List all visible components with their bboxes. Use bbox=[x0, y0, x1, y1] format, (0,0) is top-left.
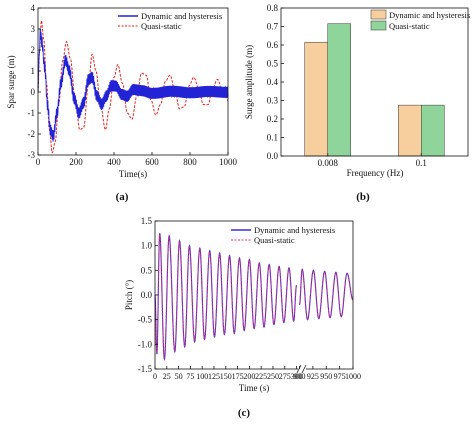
panel-b-bar bbox=[421, 104, 445, 157]
panel-b-bar bbox=[327, 23, 351, 157]
panel-a-legend: Dynamic and hysteresis Quasi-static bbox=[118, 11, 222, 31]
panel-b-x-ticks: 0.008 0.1 bbox=[318, 153, 427, 168]
panel-c-y-tick-label: 0.0 bbox=[141, 290, 153, 300]
panel-b-label: (b) bbox=[356, 191, 370, 203]
panel-a-x-ticks: 0 200 400 600 800 1000 bbox=[36, 152, 238, 167]
panel-c-x-tick-label: 175 bbox=[232, 372, 244, 381]
panel-a-legend-dynamic: Dynamic and hysteresis bbox=[141, 11, 222, 21]
panel-c-x-tick-label: 150 bbox=[220, 372, 232, 381]
panel-c-x-tick-label: 50 bbox=[175, 372, 183, 381]
panel-c-axis-break bbox=[296, 364, 307, 374]
panel-b-y-tick-label: 0.8 bbox=[267, 3, 279, 13]
panel-a-x-label: Time(s) bbox=[119, 169, 147, 179]
panel-a-x-tick-label: 400 bbox=[107, 157, 121, 167]
panel-a-y-tick-label: -3 bbox=[28, 150, 36, 160]
panel-b-y-tick-label: 0.0 bbox=[267, 151, 279, 161]
panel-a-frame bbox=[37, 7, 229, 156]
panel-c-y-tick-label: -1.0 bbox=[138, 339, 153, 349]
panel-c-y-ticks: -1.5 -1.0 -0.5 0.0 0.5 1.0 1.5 bbox=[138, 216, 158, 374]
panel-a-series-quasi-static bbox=[37, 20, 229, 154]
panel-a-y-tick-label: 2 bbox=[31, 45, 36, 55]
panel-c-x-tick-label: 200 bbox=[243, 372, 255, 381]
panel-b-legend: Dynamic and hysteresis Quasi-static bbox=[370, 9, 470, 31]
panel-c-legend-quasi: Quasi-static bbox=[254, 235, 295, 245]
panel-c-series-quasi-static bbox=[154, 233, 353, 360]
panel-c-legend-dynamic: Dynamic and hysteresis bbox=[254, 225, 335, 235]
panel-c-x-tick-label: 300 bbox=[291, 372, 303, 381]
panel-c-x-tick-label: 275 bbox=[279, 372, 291, 381]
panel-a-y-ticks: -3 -2 -1 0 1 2 3 4 bbox=[28, 3, 41, 160]
panel-b-bar bbox=[304, 41, 328, 157]
panel-a-y-tick-label: -1 bbox=[28, 108, 36, 118]
panel-a-x-tick-label: 200 bbox=[69, 157, 83, 167]
panel-c-y-tick-label: 0.5 bbox=[141, 265, 153, 275]
panel-a-label: (a) bbox=[116, 191, 129, 203]
panel-c-y-tick-label: 1.5 bbox=[141, 216, 153, 226]
panel-a-x-tick-label: 600 bbox=[145, 157, 159, 167]
panel-b-x-tick-label: 0.008 bbox=[318, 158, 339, 168]
panel-c-x-tick-label: 250 bbox=[267, 372, 279, 381]
panel-c-x-tick-label: 225 bbox=[255, 372, 267, 381]
panel-c-x-tick-label: 1000 bbox=[345, 372, 361, 381]
panel-a-y-label: Spar surge (m) bbox=[6, 55, 16, 108]
panel-b-y-tick-label: 0.7 bbox=[267, 22, 279, 32]
panel-a-x-tick-label: 0 bbox=[36, 157, 41, 167]
panel-a-legend-quasi: Quasi-static bbox=[141, 21, 182, 31]
panel-b: 0.008 0.1 0.0 0.1 0.2 0.3 0.4 0.5 0.6 0.7 0.8 Fre… bbox=[244, 3, 470, 203]
panel-b-x-tick-label: 0.1 bbox=[416, 158, 427, 168]
panel-c-x-tick-label: 25 bbox=[163, 372, 171, 381]
panel-c-x-tick-label: 925 bbox=[307, 372, 319, 381]
panel-a: 0 200 400 600 800 1000 -3 -2 -1 0 1 2 3 4 Time(s) Sp… bbox=[6, 3, 238, 203]
panel-c-x-tick-label: 975 bbox=[334, 372, 346, 381]
panel-b-y-tick-label: 0.6 bbox=[267, 40, 279, 50]
panel-c-y-label: Pitch (°) bbox=[124, 280, 134, 310]
panel-a-x-tick-label: 1000 bbox=[219, 157, 238, 167]
panel-a-y-tick-label: 3 bbox=[31, 24, 36, 34]
panel-c-label: (c) bbox=[238, 407, 251, 419]
panel-b-y-label: Surge amplitude (m) bbox=[244, 45, 254, 119]
panel-c-x-tick-label: 0 bbox=[153, 372, 157, 381]
panel-a-y-tick-label: 4 bbox=[31, 3, 36, 13]
panel-a-y-tick-label: 0 bbox=[31, 87, 36, 97]
panel-c-y-tick-label: 1.0 bbox=[141, 241, 153, 251]
panel-b-y-tick-label: 0.5 bbox=[267, 59, 279, 69]
panel-c-x-tick-label: 75 bbox=[186, 372, 194, 381]
panel-a-series-dynamic bbox=[37, 27, 229, 142]
panel-b-y-tick-label: 0.2 bbox=[267, 114, 278, 124]
panel-c-x-label: Time (s) bbox=[239, 383, 269, 393]
panel-a-plot-lines bbox=[37, 20, 229, 154]
panel-a-y-tick-label: -2 bbox=[28, 129, 36, 139]
panel-c-y-tick-label: -0.5 bbox=[138, 315, 153, 325]
panel-b-bars bbox=[304, 23, 445, 157]
panel-c-series-dynamic bbox=[154, 233, 354, 362]
panel-b-y-tick-label: 0.1 bbox=[267, 133, 278, 143]
panel-b-legend-swatch-dynamic bbox=[370, 9, 387, 20]
panel-c-x-tick-label: 125 bbox=[208, 372, 220, 381]
panel-c-x-tick-label: 950 bbox=[320, 372, 332, 381]
panel-b-legend-swatch-quasi bbox=[370, 20, 387, 31]
panel-b-legend-dynamic: Dynamic and hysteresis bbox=[389, 10, 470, 20]
panel-c-x-tick-label: 100 bbox=[196, 372, 208, 381]
panel-c-legend: Dynamic and hysteresis Quasi-static bbox=[231, 225, 335, 245]
panel-b-y-tick-label: 0.3 bbox=[267, 96, 279, 106]
panel-b-y-tick-label: 0.4 bbox=[267, 77, 279, 87]
panel-a-y-tick-label: 1 bbox=[31, 66, 36, 76]
panel-b-x-label: Frequency (Hz) bbox=[347, 168, 404, 178]
panel-a-x-tick-label: 800 bbox=[183, 157, 197, 167]
panel-b-bar bbox=[398, 104, 422, 157]
panel-b-legend-quasi: Quasi-static bbox=[389, 21, 430, 31]
panel-b-y-ticks: 0.0 0.1 0.2 0.3 0.4 0.5 0.6 0.7 0.8 bbox=[267, 3, 284, 161]
panel-c-y-tick-label: -1.5 bbox=[138, 364, 153, 374]
panel-c-plot-lines bbox=[154, 233, 354, 362]
panel-c-x-tick-label: 900 bbox=[294, 372, 306, 381]
